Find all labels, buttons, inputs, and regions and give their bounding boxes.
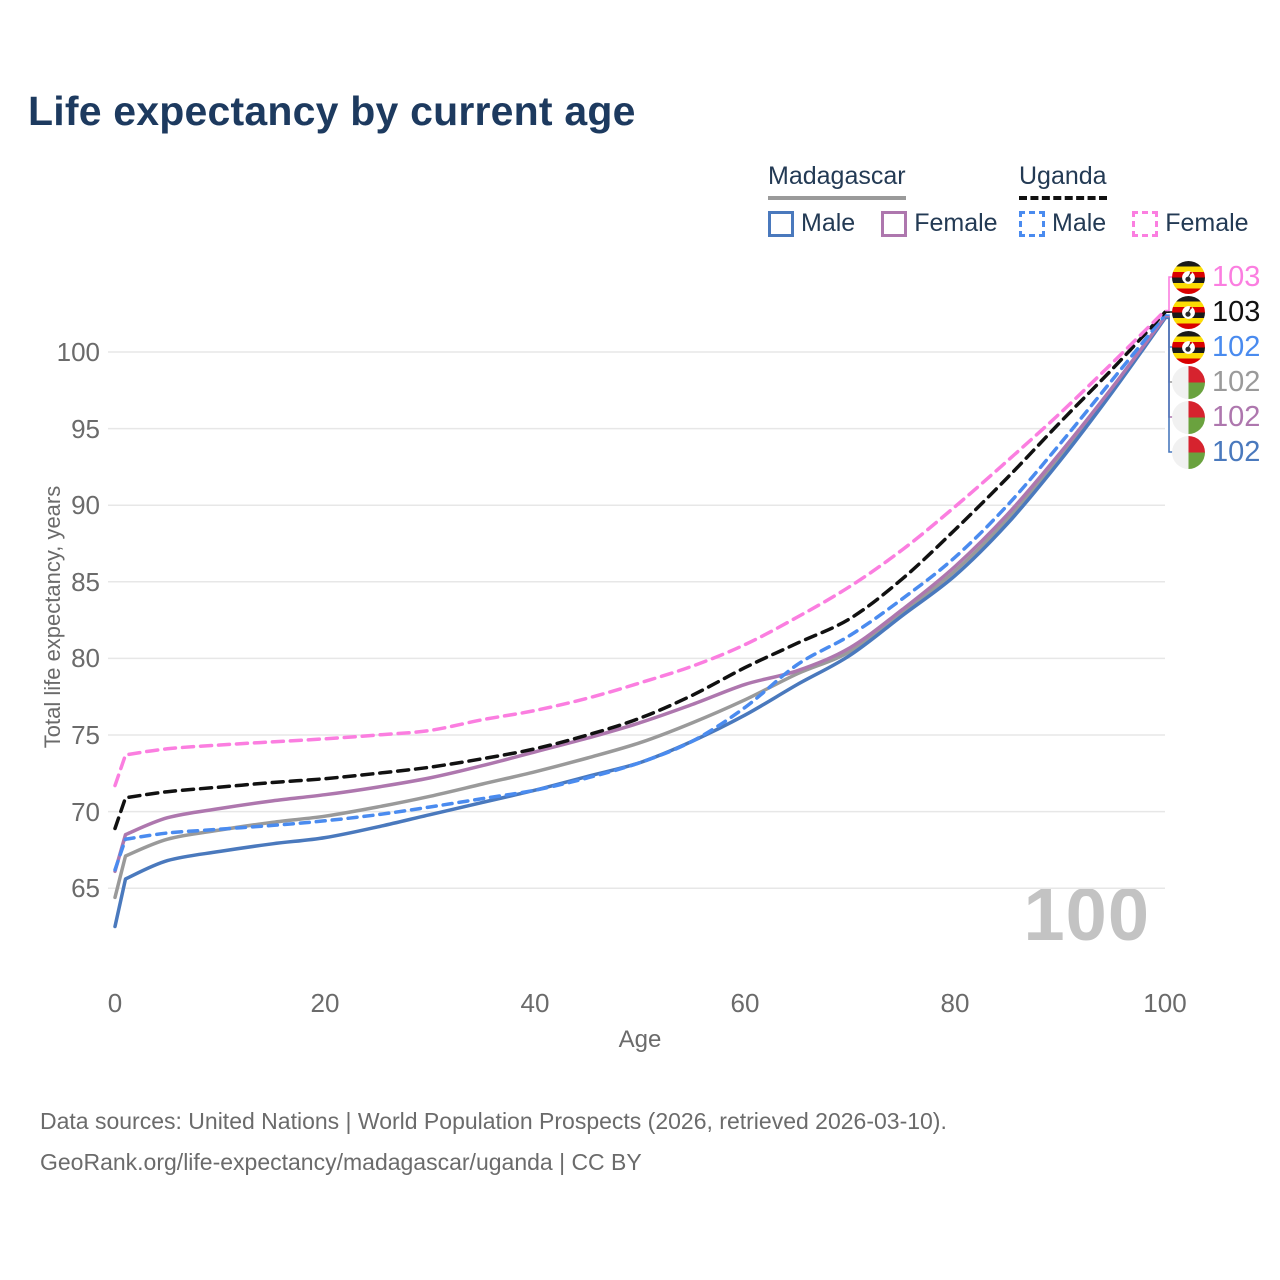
- madagascar-flag-icon: [1172, 435, 1205, 469]
- end-label-value: 102: [1212, 400, 1261, 433]
- legend-group-madagascar: Madagascar Male Female: [768, 162, 998, 238]
- y-tick-70: 70: [71, 796, 100, 827]
- y-tick-75: 75: [71, 720, 100, 750]
- legend-group-uganda: Uganda Male Female: [1019, 162, 1249, 238]
- series-line-madagascar-male: [113, 316, 1167, 929]
- series-line-madagascar-both: [113, 315, 1167, 900]
- x-tick-0: 0: [107, 988, 123, 1018]
- x-tick-80: 80: [940, 988, 970, 1018]
- y-tick-90: 90: [71, 490, 100, 521]
- y-tick-85: 85: [71, 566, 100, 597]
- legend-country-madagascar: Madagascar: [768, 162, 906, 200]
- end-label-uganda-female: 103: [1172, 260, 1260, 294]
- end-label-value: 102: [1212, 435, 1261, 468]
- y-tick-65: 65: [71, 873, 100, 904]
- page-title: Life expectancy by current age: [28, 88, 636, 134]
- uganda-flag-icon: [1172, 260, 1205, 294]
- legend-country-uganda: Uganda: [1019, 162, 1107, 200]
- uganda-flag-icon: [1172, 330, 1205, 364]
- legend-item-madagascar-female[interactable]: Female: [881, 209, 998, 238]
- age-watermark: 100: [1023, 873, 1150, 956]
- series-line-uganda-female: [113, 308, 1167, 788]
- madagascar-flag-icon: [1172, 400, 1205, 434]
- uganda-flag-icon: [1172, 295, 1205, 329]
- end-label-connector-madagascar-male: [1165, 317, 1173, 453]
- x-tick-40: 40: [520, 988, 550, 1018]
- source-url-text[interactable]: GeoRank.org/life-expectancy/madagascar/u…: [40, 1149, 642, 1175]
- x-tick-60: 60: [730, 988, 760, 1018]
- y-axis-label: Total life expectancy, years: [40, 485, 65, 749]
- legend-item-label: Female: [914, 209, 998, 237]
- y-tick-100: 100: [56, 337, 100, 367]
- legend-swatch-madagascar-male: [768, 210, 794, 237]
- y-tick-80: 80: [71, 643, 100, 674]
- end-label-madagascar-female: 102: [1172, 400, 1260, 434]
- x-tick-100: 100: [1143, 988, 1187, 1018]
- series-line-uganda-male: [113, 313, 1167, 872]
- legend-item-uganda-male[interactable]: Male: [1019, 209, 1106, 238]
- end-label-value: 102: [1212, 330, 1261, 363]
- end-label-madagascar-male: 102: [1172, 435, 1260, 469]
- end-label-uganda-male: 102: [1172, 330, 1260, 364]
- legend-swatch-madagascar-female: [881, 210, 908, 237]
- legend-item-madagascar-male[interactable]: Male: [768, 209, 855, 238]
- x-tick-20: 20: [310, 988, 340, 1018]
- x-axis-label: Age: [618, 1026, 662, 1053]
- end-label-uganda-both: 103: [1172, 295, 1260, 329]
- end-label-connector-uganda-female: [1165, 276, 1173, 312]
- end-label-value: 103: [1212, 295, 1261, 328]
- madagascar-flag-icon: [1172, 365, 1205, 399]
- end-label-madagascar-both: 102: [1172, 365, 1260, 399]
- legend-item-uganda-female[interactable]: Female: [1132, 209, 1249, 238]
- data-sources-text: Data sources: United Nations | World Pop…: [40, 1108, 947, 1134]
- series-line-uganda-both: [113, 310, 1167, 831]
- legend-item-label: Male: [801, 209, 856, 237]
- series-line-madagascar-female: [113, 315, 1167, 874]
- end-label-value: 103: [1212, 260, 1261, 293]
- y-tick-95: 95: [71, 413, 100, 444]
- legend-item-label: Male: [1052, 209, 1107, 237]
- end-label-value: 102: [1212, 365, 1261, 398]
- legend-swatch-uganda-female: [1132, 210, 1159, 237]
- legend-swatch-uganda-male: [1019, 210, 1045, 237]
- legend-item-label: Female: [1165, 209, 1249, 237]
